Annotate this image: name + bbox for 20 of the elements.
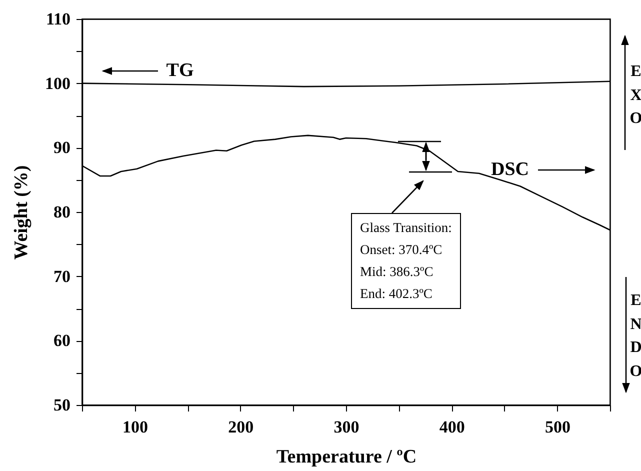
x-axis-title: Temperature / ºC	[276, 446, 417, 468]
annotation: Mid: 386.3ºC	[360, 264, 434, 279]
y-tick-label: 80	[54, 202, 70, 222]
legend-label: TG	[166, 60, 194, 82]
x-tick-label: 300	[334, 418, 360, 436]
annotation: Onset: 370.4ºC	[360, 242, 442, 257]
x-tick-label: 500	[544, 418, 570, 436]
annotation: Glass Transition:	[360, 220, 452, 235]
x-tick-label: 200	[228, 418, 254, 436]
x-tick-label: 400	[439, 418, 465, 436]
y-tick-label: 60	[54, 331, 70, 350]
legend-label: DSC	[490, 159, 530, 181]
x-tick-label: 100	[122, 418, 148, 436]
y-tick-label: 100	[45, 74, 70, 93]
y-tick-label: 90	[54, 138, 70, 158]
y-axis-title: Weight (%)	[11, 165, 32, 260]
y-tick-label: 50	[54, 396, 70, 414]
y-tick-label: 110	[46, 10, 70, 28]
annotation: End: 402.3ºC	[360, 286, 432, 301]
y-tick-label: 70	[54, 266, 70, 286]
